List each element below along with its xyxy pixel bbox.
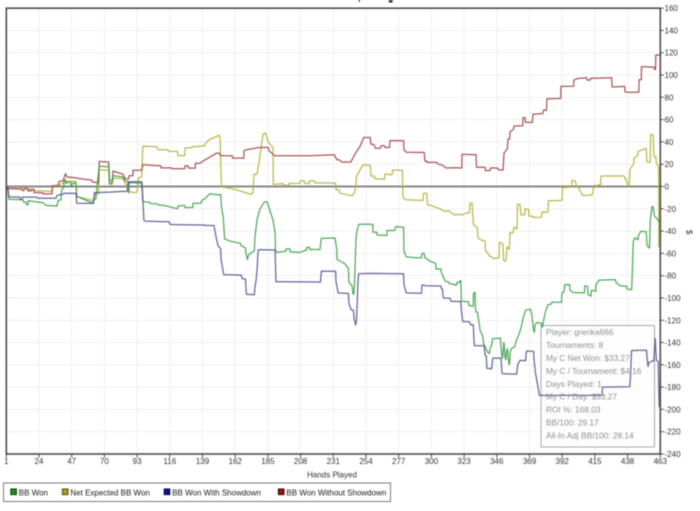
svg-text:My C / Tournament: $4.16: My C / Tournament: $4.16	[546, 366, 642, 376]
svg-text:-60: -60	[665, 249, 677, 258]
svg-text:-160: -160	[665, 361, 682, 370]
svg-text:120: 120	[665, 49, 679, 58]
svg-text:$: $	[685, 230, 695, 235]
svg-text:323: 323	[457, 457, 471, 466]
svg-text:Net Expected BB Won: Net Expected BB Won	[70, 488, 149, 497]
svg-text:Tournaments: 8: Tournaments: 8	[546, 340, 604, 350]
svg-text:160: 160	[665, 4, 679, 13]
svg-text:231: 231	[327, 457, 341, 466]
svg-text:463: 463	[654, 457, 668, 466]
svg-text:1: 1	[4, 457, 9, 466]
svg-text:-140: -140	[665, 339, 682, 348]
svg-text:-100: -100	[665, 294, 682, 303]
svg-text:Days Played: 1: Days Played: 1	[546, 379, 602, 389]
svg-text:60: 60	[665, 116, 674, 125]
svg-text:Hands Played: Hands Played	[307, 471, 357, 480]
svg-text:0: 0	[665, 183, 670, 192]
svg-text:My C / Day: $33.27: My C / Day: $33.27	[546, 392, 617, 402]
svg-text:47: 47	[67, 457, 76, 466]
svg-text:BB Won With Showdown: BB Won With Showdown	[172, 488, 261, 497]
svg-text:100: 100	[665, 71, 679, 80]
svg-text:139: 139	[196, 457, 210, 466]
svg-text:-220: -220	[665, 428, 682, 437]
svg-text:277: 277	[392, 457, 406, 466]
svg-text:-40: -40	[665, 227, 677, 236]
svg-text:ROI %: 168.03: ROI %: 168.03	[546, 405, 601, 415]
svg-text:162: 162	[229, 457, 243, 466]
svg-text:438: 438	[621, 457, 635, 466]
svg-text:140: 140	[665, 27, 679, 36]
svg-text:392: 392	[556, 457, 570, 466]
svg-text:300: 300	[425, 457, 439, 466]
svg-text:346: 346	[490, 457, 504, 466]
svg-text:24: 24	[35, 457, 44, 466]
svg-text:My C Net Won: $33.27: My C Net Won: $33.27	[546, 353, 630, 363]
svg-text:-200: -200	[665, 405, 682, 414]
svg-text:185: 185	[261, 457, 275, 466]
svg-text:208: 208	[294, 457, 308, 466]
svg-text:254: 254	[359, 457, 373, 466]
svg-text:116: 116	[163, 457, 176, 466]
svg-text:All-In Adj BB/100: 28.14: All-In Adj BB/100: 28.14	[546, 430, 634, 440]
svg-text:40: 40	[665, 138, 674, 147]
svg-text:BB Won: BB Won	[19, 488, 48, 497]
svg-text:369: 369	[523, 457, 537, 466]
svg-text:BB Won Without Showdown: BB Won Without Showdown	[286, 488, 386, 497]
svg-text:415: 415	[588, 457, 602, 466]
svg-text:70: 70	[100, 457, 109, 466]
svg-text:20: 20	[665, 160, 674, 169]
svg-text:-180: -180	[665, 383, 682, 392]
svg-text:Player: grenka666: Player: grenka666	[546, 327, 614, 337]
svg-text:-120: -120	[665, 316, 682, 325]
svg-text:-240: -240	[665, 450, 682, 459]
svg-text:80: 80	[665, 93, 674, 102]
svg-text:-80: -80	[665, 272, 677, 281]
svg-text:-20: -20	[665, 205, 677, 214]
svg-text:93: 93	[133, 457, 142, 466]
svg-text:BB/100: 29.17: BB/100: 29.17	[546, 418, 599, 428]
